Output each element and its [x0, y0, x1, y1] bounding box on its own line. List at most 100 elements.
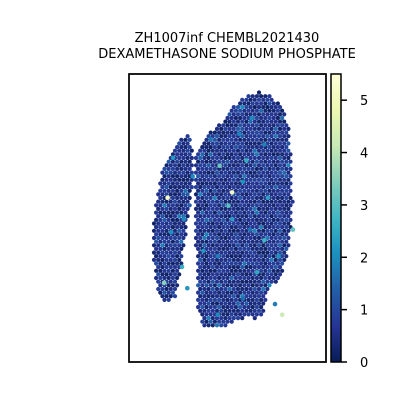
spot	[189, 155, 194, 161]
spot	[244, 221, 249, 226]
spot	[252, 199, 257, 204]
spot	[223, 206, 228, 211]
spot	[223, 126, 228, 131]
spot	[204, 239, 209, 244]
spot	[244, 112, 249, 117]
spot	[223, 199, 228, 204]
spot	[204, 297, 209, 302]
spot	[231, 206, 236, 211]
spot	[277, 235, 283, 241]
spot	[156, 192, 161, 197]
spot	[263, 137, 268, 142]
spot	[170, 159, 175, 164]
spot	[179, 203, 184, 208]
spot	[214, 257, 220, 262]
spot	[202, 148, 207, 153]
spot	[246, 130, 251, 135]
spot	[223, 214, 228, 219]
spot	[286, 185, 291, 190]
spot	[277, 155, 283, 161]
spot	[219, 250, 224, 255]
spot	[168, 206, 173, 211]
spot	[206, 221, 211, 226]
spot	[256, 163, 262, 168]
spot	[229, 152, 234, 157]
spot	[235, 119, 241, 124]
spot	[256, 90, 262, 95]
spot	[168, 294, 173, 299]
spot	[162, 203, 167, 208]
spot	[284, 152, 289, 157]
spot	[217, 283, 222, 288]
spot	[212, 210, 217, 215]
spot	[252, 243, 257, 248]
spot	[240, 214, 245, 219]
spot	[269, 257, 274, 262]
spot	[231, 250, 236, 255]
spot	[208, 181, 213, 186]
spot	[162, 261, 167, 266]
spot	[221, 137, 226, 142]
spot	[235, 105, 241, 110]
spot	[277, 228, 283, 233]
spot	[170, 268, 175, 273]
spot	[265, 112, 270, 117]
spot	[242, 283, 247, 288]
spot	[282, 134, 287, 139]
spot	[160, 265, 165, 270]
spot	[263, 217, 268, 222]
spot	[238, 137, 243, 142]
spot	[221, 188, 226, 193]
spot	[235, 170, 241, 175]
spot	[246, 275, 251, 281]
spot	[183, 210, 188, 215]
spot	[235, 206, 241, 211]
spot	[246, 195, 251, 201]
spot	[280, 239, 285, 244]
spot	[210, 272, 215, 277]
spot	[256, 112, 262, 117]
spot	[217, 181, 222, 186]
spot	[231, 265, 236, 270]
spot	[212, 268, 217, 273]
spot	[166, 261, 171, 266]
spot	[196, 239, 201, 244]
spot	[206, 214, 211, 219]
spot	[160, 192, 165, 197]
spot	[256, 279, 262, 284]
spot	[261, 214, 266, 219]
spot	[231, 112, 236, 117]
spot	[282, 185, 287, 190]
spot	[259, 130, 264, 135]
spot	[219, 185, 224, 190]
spot	[256, 170, 262, 175]
spot	[219, 323, 224, 328]
spot	[267, 232, 272, 237]
spot	[206, 279, 211, 284]
spot	[210, 301, 215, 306]
spot	[166, 203, 171, 208]
spot	[259, 123, 264, 128]
spot	[214, 323, 220, 328]
spot	[181, 155, 186, 161]
spot	[277, 141, 283, 146]
spot	[261, 119, 266, 124]
spot	[183, 137, 188, 142]
spot	[259, 101, 264, 106]
spot	[242, 261, 247, 266]
spot	[286, 148, 291, 153]
spot	[158, 217, 163, 222]
spot	[206, 148, 211, 153]
spot	[221, 217, 226, 222]
spot	[248, 272, 253, 277]
spot	[231, 163, 236, 168]
spot	[277, 119, 283, 124]
spot	[242, 123, 247, 128]
spot	[231, 119, 236, 124]
spot	[238, 290, 243, 295]
spot	[202, 206, 207, 211]
spot	[210, 323, 215, 328]
spot	[206, 308, 211, 313]
spot	[210, 177, 215, 182]
plot-frame	[128, 73, 327, 363]
